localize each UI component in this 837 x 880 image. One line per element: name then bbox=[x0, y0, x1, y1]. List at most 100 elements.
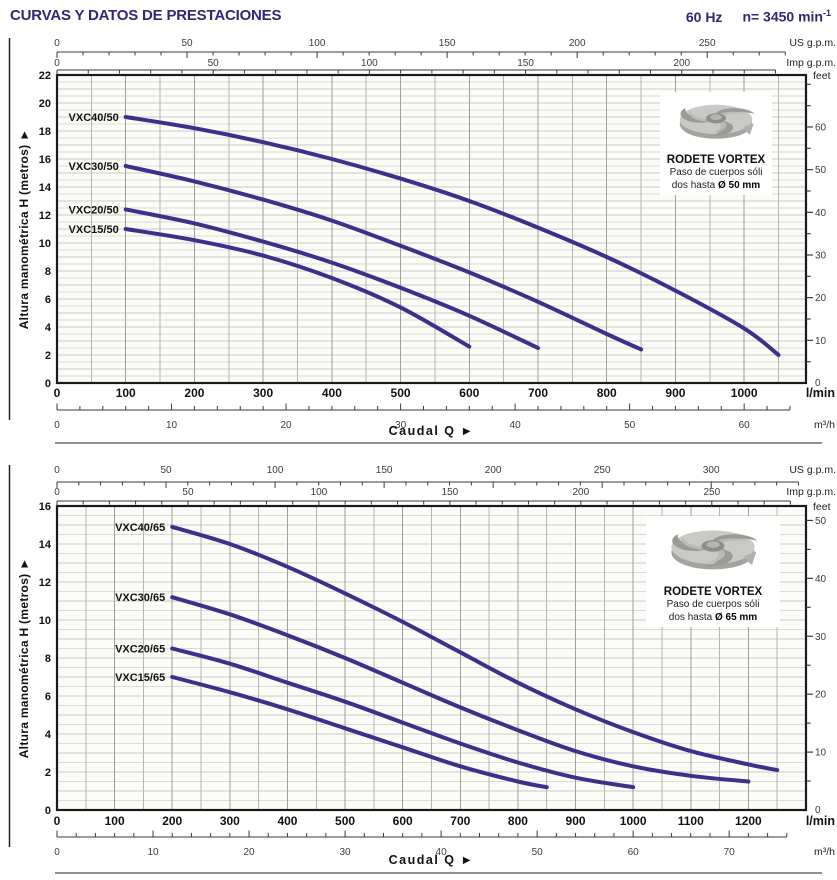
svg-text:0: 0 bbox=[54, 420, 60, 431]
svg-text:0: 0 bbox=[45, 805, 51, 817]
svg-text:20: 20 bbox=[815, 293, 827, 304]
speed-label: n= 3450 min-1 bbox=[742, 8, 831, 25]
svg-text:200: 200 bbox=[572, 487, 589, 498]
svg-text:50: 50 bbox=[182, 487, 194, 498]
svg-text:6: 6 bbox=[45, 294, 51, 306]
y-axis-title: Altura manométrica H (metros) ► bbox=[17, 129, 31, 330]
svg-text:300: 300 bbox=[703, 465, 720, 476]
curve-label-VXC20/65: VXC20/65 bbox=[115, 644, 165, 656]
svg-text:l/min: l/min bbox=[806, 386, 835, 400]
svg-text:feet: feet bbox=[813, 501, 831, 513]
curve-VXC30/50 bbox=[123, 164, 644, 352]
svg-text:4: 4 bbox=[45, 729, 52, 741]
svg-text:0: 0 bbox=[45, 378, 51, 390]
svg-text:10: 10 bbox=[166, 420, 178, 431]
svg-text:m³/h: m³/h bbox=[814, 419, 835, 431]
svg-text:60: 60 bbox=[815, 122, 827, 133]
svg-text:200: 200 bbox=[673, 58, 690, 69]
svg-text:200: 200 bbox=[184, 386, 204, 400]
vortex-impeller-image bbox=[664, 530, 758, 570]
svg-text:200: 200 bbox=[485, 465, 502, 476]
svg-text:0: 0 bbox=[54, 58, 60, 69]
svg-text:300: 300 bbox=[253, 386, 273, 400]
svg-text:0: 0 bbox=[815, 378, 821, 389]
svg-text:6: 6 bbox=[45, 691, 51, 703]
svg-text:14: 14 bbox=[39, 539, 52, 551]
svg-text:800: 800 bbox=[597, 386, 617, 400]
svg-text:Imp g.p.m.: Imp g.p.m. bbox=[786, 57, 836, 69]
svg-text:250: 250 bbox=[703, 487, 720, 498]
svg-text:0: 0 bbox=[54, 38, 60, 49]
curve-label-VXC15/65: VXC15/65 bbox=[115, 672, 165, 684]
curve-label-VXC20/50: VXC20/50 bbox=[69, 204, 119, 216]
svg-text:800: 800 bbox=[508, 814, 528, 828]
svg-text:200: 200 bbox=[569, 38, 586, 49]
svg-text:50: 50 bbox=[624, 420, 636, 431]
curve-label-VXC30/50: VXC30/50 bbox=[69, 161, 119, 173]
svg-text:8: 8 bbox=[45, 266, 51, 278]
vortex-impeller-image bbox=[673, 104, 755, 140]
svg-text:60: 60 bbox=[739, 420, 751, 431]
svg-text:12: 12 bbox=[39, 577, 51, 589]
svg-text:10: 10 bbox=[39, 238, 51, 250]
curve-VXC40/65 bbox=[170, 524, 780, 773]
svg-text:30: 30 bbox=[395, 420, 407, 431]
svg-text:400: 400 bbox=[322, 386, 342, 400]
svg-text:Imp g.p.m.: Imp g.p.m. bbox=[786, 486, 836, 498]
svg-text:16: 16 bbox=[39, 501, 51, 513]
svg-text:50: 50 bbox=[181, 38, 193, 49]
rodete-vortex-box-50: RODETE VORTEX Paso de cuerpos sóli dos h… bbox=[660, 92, 772, 195]
rodete-vortex-box-65: RODETE VORTEX Paso de cuerpos sóli dos h… bbox=[646, 516, 780, 627]
svg-text:12: 12 bbox=[39, 210, 51, 222]
svg-text:300: 300 bbox=[220, 814, 240, 828]
inset-text-line2: dos hasta Ø 65 mm bbox=[668, 612, 758, 623]
svg-text:40: 40 bbox=[815, 208, 827, 219]
svg-text:10: 10 bbox=[147, 847, 159, 858]
svg-text:250: 250 bbox=[594, 465, 611, 476]
svg-text:30: 30 bbox=[815, 250, 827, 261]
curve-VXC20/65 bbox=[170, 646, 636, 790]
inset-title: RODETE VORTEX bbox=[666, 154, 766, 166]
svg-text:18: 18 bbox=[39, 126, 51, 138]
svg-text:250: 250 bbox=[699, 38, 716, 49]
svg-text:2: 2 bbox=[45, 350, 51, 362]
svg-text:0: 0 bbox=[54, 465, 60, 476]
svg-text:22: 22 bbox=[39, 70, 51, 82]
svg-text:10: 10 bbox=[815, 336, 827, 347]
inset-text-line2: dos hasta Ø 50 mm bbox=[671, 180, 761, 191]
svg-text:700: 700 bbox=[528, 386, 548, 400]
svg-text:40: 40 bbox=[436, 847, 448, 858]
svg-text:1200: 1200 bbox=[735, 814, 762, 828]
svg-text:50: 50 bbox=[160, 465, 172, 476]
svg-text:20: 20 bbox=[39, 98, 51, 110]
svg-text:US g.p.m.: US g.p.m. bbox=[789, 464, 836, 476]
svg-text:100: 100 bbox=[311, 487, 328, 498]
svg-text:100: 100 bbox=[309, 38, 326, 49]
svg-text:60: 60 bbox=[628, 847, 640, 858]
svg-text:600: 600 bbox=[459, 386, 479, 400]
y-axis-title: Altura manométrica H (metros) ► bbox=[17, 558, 31, 759]
svg-text:0: 0 bbox=[54, 386, 61, 400]
svg-text:0: 0 bbox=[54, 487, 60, 498]
svg-text:50: 50 bbox=[815, 516, 827, 527]
page-title: CURVAS Y DATOS DE PRESTACIONES bbox=[10, 7, 282, 24]
svg-text:16: 16 bbox=[39, 154, 51, 166]
frequency-label: 60 Hz bbox=[685, 8, 723, 25]
svg-text:400: 400 bbox=[277, 814, 297, 828]
inset-text-line1: Paso de cuerpos sóli bbox=[669, 167, 763, 178]
speed-exponent: -1 bbox=[822, 8, 831, 18]
svg-text:50: 50 bbox=[208, 58, 220, 69]
curve-VXC40/50 bbox=[123, 115, 781, 357]
svg-text:1000: 1000 bbox=[731, 386, 758, 400]
svg-text:70: 70 bbox=[724, 847, 736, 858]
svg-text:2: 2 bbox=[45, 767, 51, 779]
svg-text:100: 100 bbox=[267, 465, 284, 476]
svg-text:0: 0 bbox=[54, 814, 61, 828]
svg-text:600: 600 bbox=[393, 814, 413, 828]
solids-size-50: Ø 50 mm bbox=[717, 180, 761, 191]
svg-text:1000: 1000 bbox=[620, 814, 647, 828]
svg-text:4: 4 bbox=[45, 322, 52, 334]
svg-text:10: 10 bbox=[815, 748, 827, 759]
svg-text:200: 200 bbox=[162, 814, 182, 828]
curve-label-VXC40/65: VXC40/65 bbox=[115, 522, 165, 534]
